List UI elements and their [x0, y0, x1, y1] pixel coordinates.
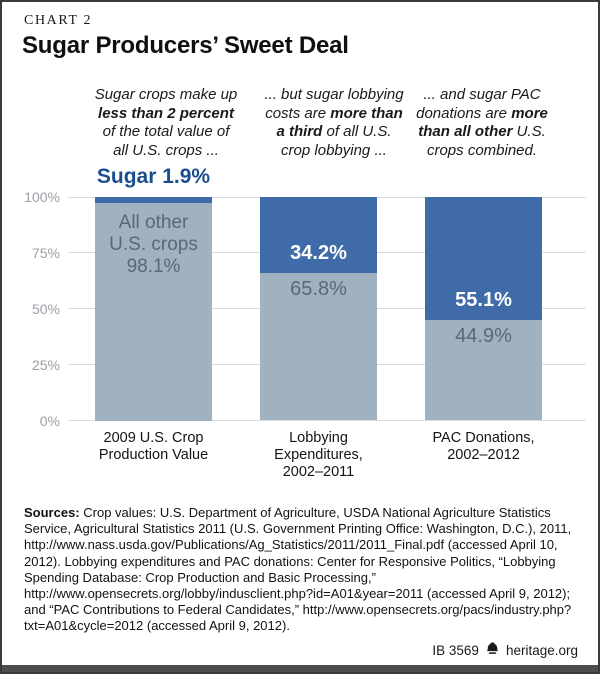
footer: IB 3569 heritage.org: [432, 642, 578, 658]
bar-segment-other-crops: [425, 320, 542, 421]
sources-label: Sources:: [24, 505, 80, 520]
other-percent-label: 44.9%: [455, 325, 512, 348]
liberty-bell-icon: [485, 641, 500, 659]
annotation-3: ... and sugar PAC donations are more than …: [416, 86, 548, 159]
annotation-2: ... but sugar lobbying costs are more tha…: [264, 86, 404, 159]
sources-note: Sources: Crop values: U.S. Department of…: [24, 505, 582, 635]
y-tick-label: 75%: [31, 244, 60, 261]
other-percent-label: 65.8%: [290, 278, 347, 301]
y-tick-label: 0%: [39, 412, 60, 429]
sugar-callout: Sugar 1.9%: [96, 165, 211, 188]
y-tick-label: 50%: [31, 300, 60, 317]
sugar-percent-label: 34.2%: [290, 242, 347, 265]
footer-bar: [2, 665, 598, 672]
site-name: heritage.org: [505, 642, 578, 658]
chart-kicker: CHART 2: [24, 13, 93, 28]
gridline-0%: [68, 420, 586, 421]
bar-segment-sugar: [260, 197, 377, 274]
x-axis-label: PAC Donations, 2002–2012: [432, 429, 535, 463]
report-id: IB 3569: [432, 642, 479, 658]
bar-segment-sugar: [425, 197, 542, 321]
bar-segment-other-crops: [95, 203, 212, 421]
x-axis-label: 2009 U.S. Crop Production Value: [98, 429, 209, 463]
chart-title: Sugar Producers’ Sweet Deal: [22, 32, 349, 59]
bar-segment-other-crops: [260, 273, 377, 421]
sugar-percent-label: 55.1%: [455, 289, 512, 312]
sources-text: Crop values: U.S. Department of Agricult…: [24, 505, 572, 634]
y-tick-label: 25%: [31, 356, 60, 373]
bar1-inner-label: All other U.S. crops 98.1%: [109, 212, 198, 277]
x-axis-label: Lobbying Expenditures, 2002–2011: [274, 429, 363, 480]
annotation-1: Sugar crops make up less than 2 percent of…: [94, 86, 238, 159]
bar-segment-sugar: [95, 197, 212, 203]
y-tick-label: 100%: [24, 189, 60, 205]
